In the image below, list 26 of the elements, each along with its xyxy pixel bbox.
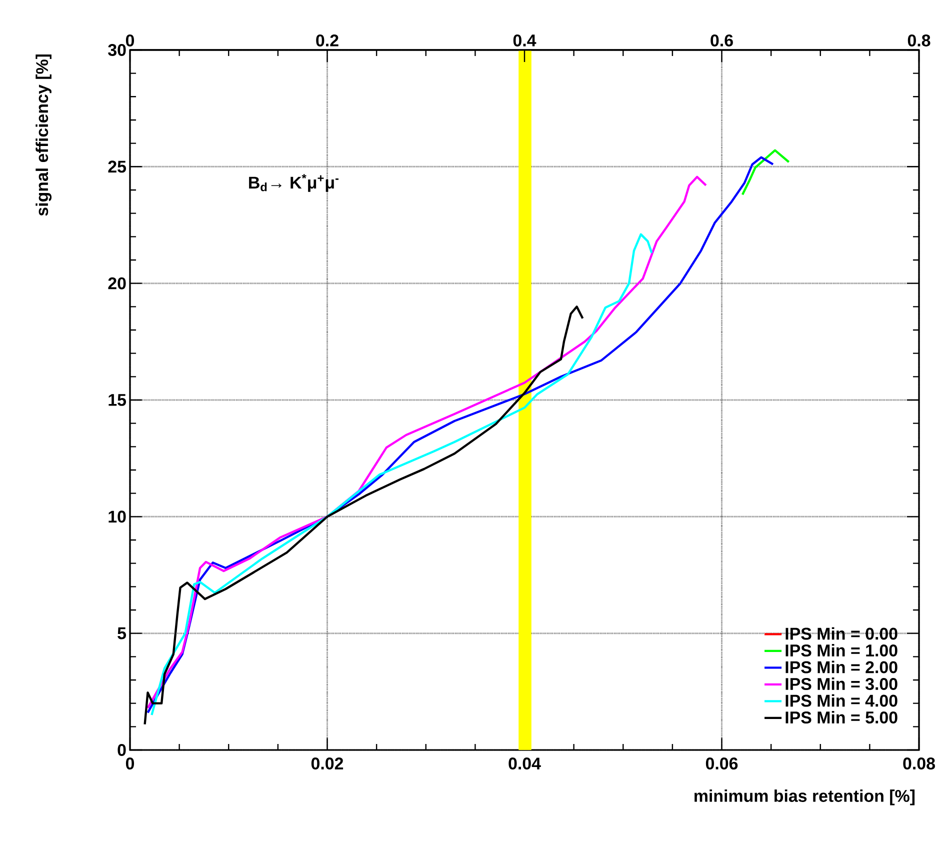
y-tick-label: 25	[108, 160, 126, 173]
x2-tick-label: 0.2	[316, 34, 338, 46]
x-tick-label: 0.04	[508, 758, 541, 770]
x-tick-label: 0.02	[311, 758, 344, 770]
legend-label: IPS Min = 3.00	[786, 678, 898, 690]
legend-label: IPS Min = 0.00	[786, 627, 898, 640]
y-axis-title: signal efficiency [%]	[36, 54, 52, 216]
x-tick-label: 0.08	[903, 758, 935, 770]
x-axis-title: minimum bias retention [%]	[694, 790, 915, 806]
x2-tick-label: 0	[126, 34, 134, 46]
x-tick-label: 0.06	[706, 758, 738, 770]
x2-tick-label: 0.4	[513, 34, 536, 46]
x-tick-label: 0	[126, 758, 134, 770]
legend-label: IPS Min = 2.00	[786, 660, 898, 674]
y-tick-label: 10	[108, 510, 126, 523]
annotation: B$_{d}$→ K$^{*}$μ$^{+}$μ$^{-}$	[249, 174, 338, 192]
y-tick-label: 5	[118, 627, 126, 640]
legend-label: IPS Min = 5.00	[786, 711, 898, 724]
y-tick-label: 30	[108, 44, 126, 56]
legend-label: IPS Min = 1.00	[786, 644, 898, 656]
y-tick-label: 15	[108, 394, 126, 406]
x2-tick-label: 0.8	[908, 34, 930, 46]
y-tick-label: 20	[108, 277, 126, 290]
legend-label: IPS Min = 4.00	[786, 694, 898, 707]
x2-tick-label: 0.6	[710, 34, 733, 46]
y-tick-label: 0	[118, 744, 126, 756]
